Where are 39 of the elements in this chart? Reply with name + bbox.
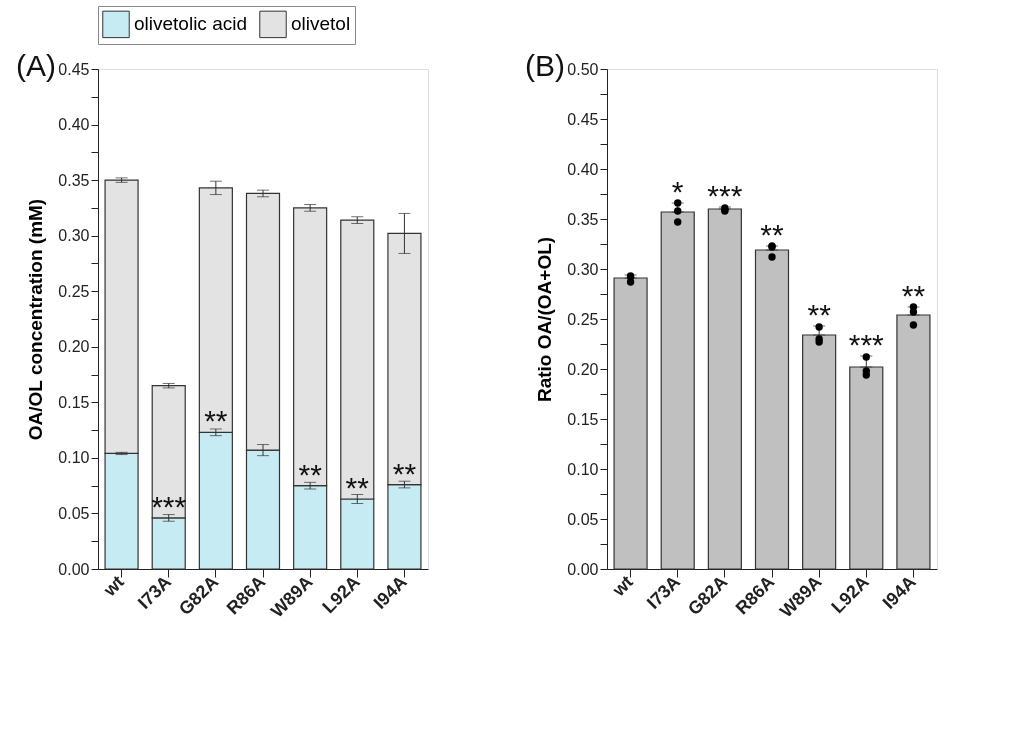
annotation: ** [392, 456, 417, 490]
annotation: ** [345, 471, 370, 504]
y-tick-label: 0.35 [58, 171, 90, 189]
text: (A) [16, 49, 56, 82]
y-axis-title: OA/OL concentration (mM) [25, 198, 47, 441]
y-tick-label: 0.20 [567, 360, 599, 378]
legend-label: olivetolic acid [134, 13, 247, 35]
annotation: ** [204, 404, 228, 438]
y-tick-label: 0.45 [567, 110, 599, 128]
y-tick-label: 0.05 [58, 504, 90, 522]
y-tick-label: 0.05 [567, 510, 599, 528]
legend-label: olivetol [291, 13, 351, 35]
y-tick-label: 0.25 [58, 282, 90, 300]
y-tick-label: 0.30 [567, 260, 599, 278]
annotation: ** [760, 218, 784, 251]
y-tick-label: 0.10 [58, 449, 90, 467]
y-axis-title: Ratio OA/(OA+OL) [534, 236, 556, 403]
y-tick-label: 0.40 [58, 116, 90, 134]
x-tick-label: wt [607, 571, 637, 601]
y-tick-label: 0.30 [58, 227, 90, 245]
y-tick-label: 0.35 [567, 210, 599, 228]
y-tick-label: 0.10 [567, 460, 599, 478]
text: (B) [525, 49, 565, 82]
annotation: *** [848, 328, 885, 361]
y-tick-label: 0.15 [567, 410, 599, 428]
y-tick-label: 0.00 [567, 560, 599, 578]
annotation: ** [807, 298, 832, 331]
annotation: *** [707, 179, 743, 212]
y-tick-label: 0.25 [567, 310, 599, 328]
y-tick-label: 0.15 [58, 393, 90, 411]
annotation: * [671, 175, 684, 208]
y-tick-label: 0.50 [567, 60, 599, 78]
y-tick-label: 0.45 [58, 60, 90, 78]
y-tick-label: 0.00 [58, 560, 90, 578]
annotation: ** [298, 457, 323, 491]
x-tick-label: wt [98, 571, 128, 601]
y-tick-label: 0.20 [58, 338, 90, 356]
y-tick-label: 0.40 [567, 160, 599, 178]
annotation: ** [901, 279, 926, 312]
